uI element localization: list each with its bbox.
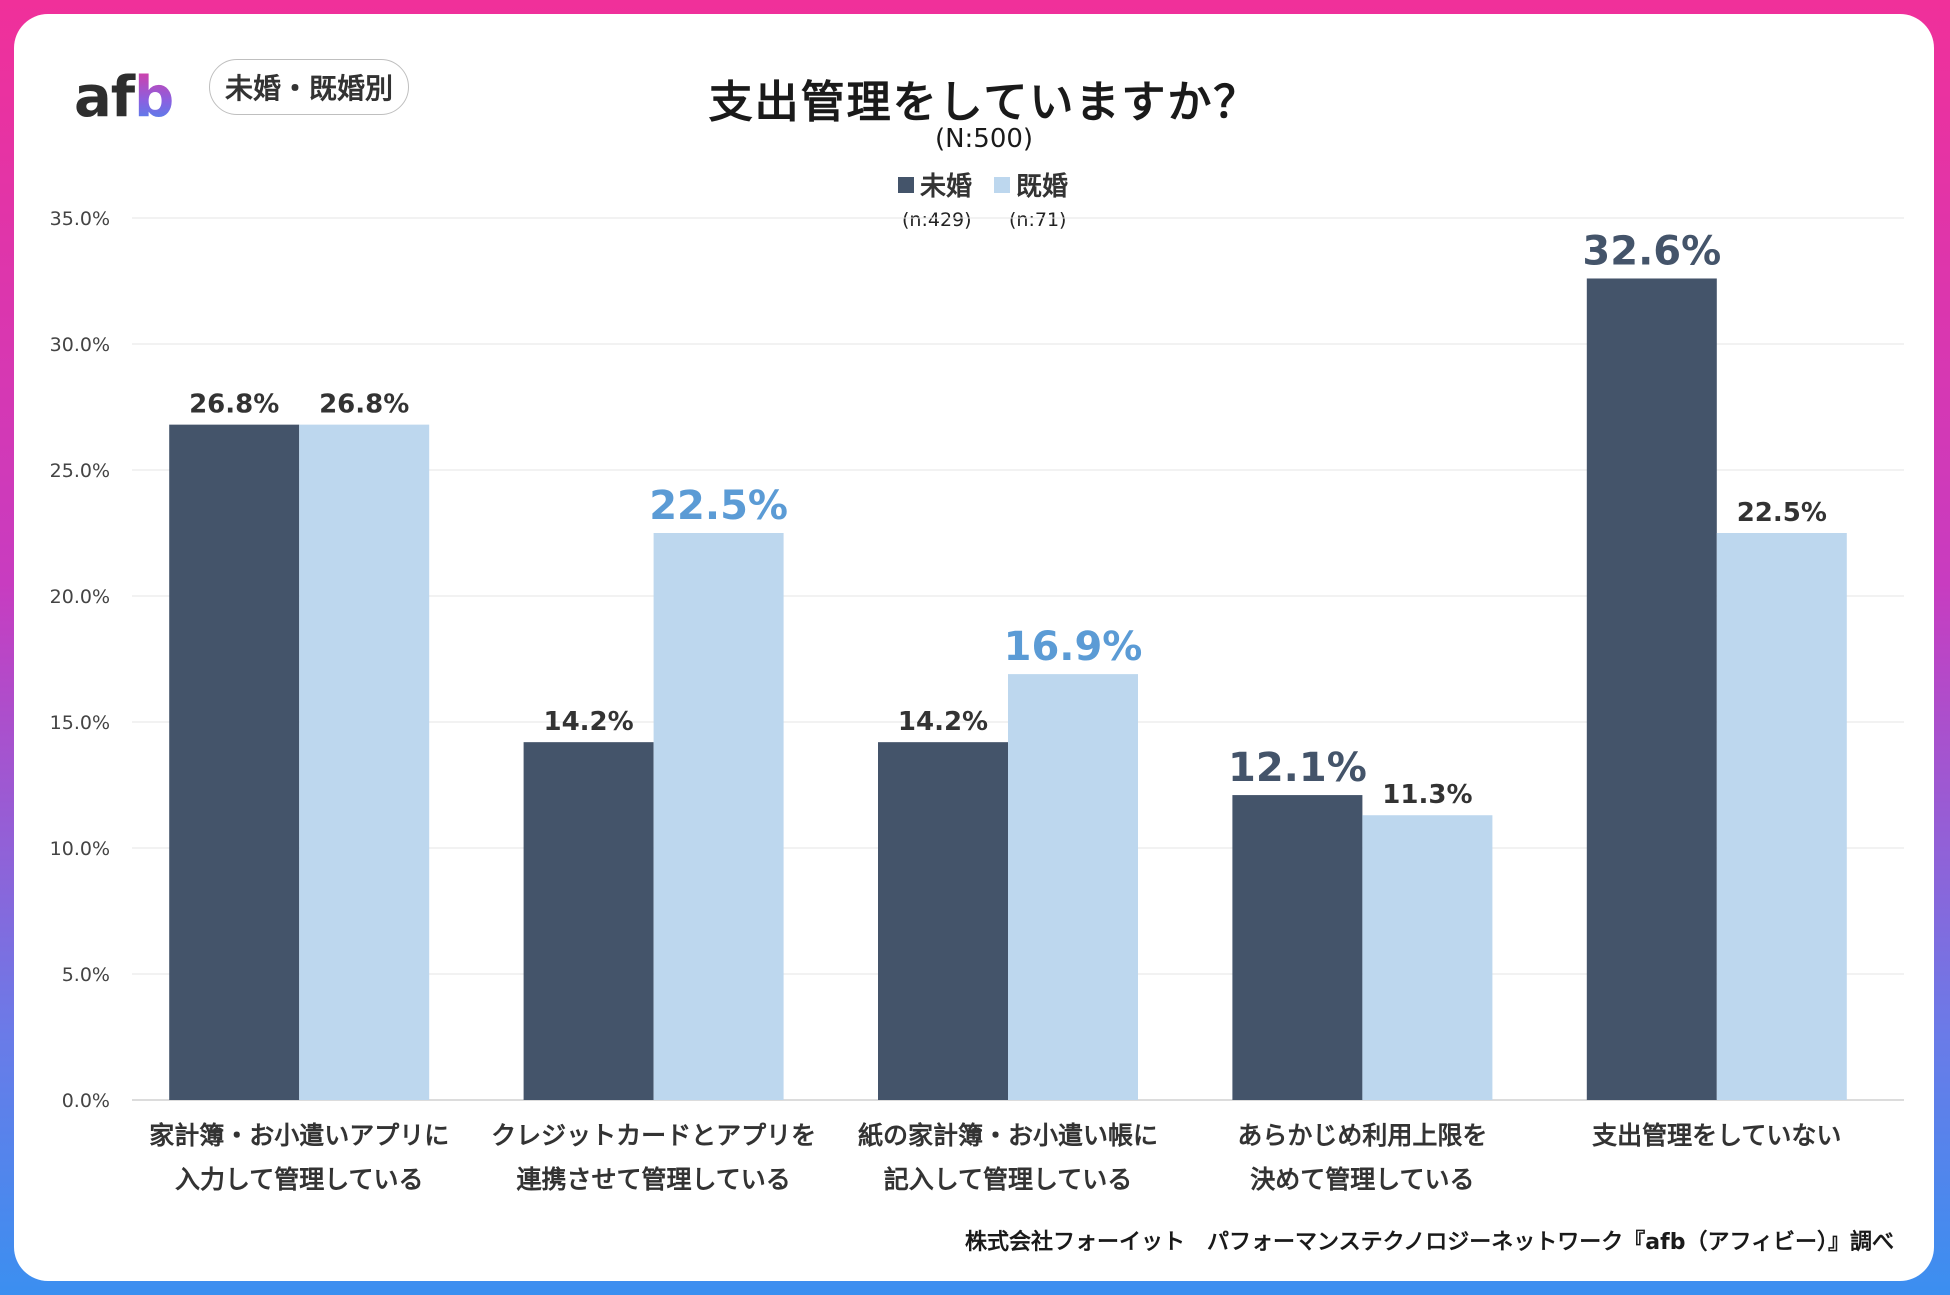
legend: 未婚 既婚 (n:429) (n:71) bbox=[14, 166, 1934, 236]
data-label: 14.2% bbox=[543, 707, 633, 737]
y-tick-label: 20.0% bbox=[50, 586, 110, 608]
x-category-label: あらかじめ利用上限を bbox=[1237, 1121, 1487, 1150]
bar-unmarried bbox=[1586, 278, 1717, 1101]
logo-letter-a: a bbox=[74, 65, 112, 130]
x-category-label: 入力して管理している bbox=[175, 1165, 424, 1194]
y-tick-label: 35.0% bbox=[50, 208, 110, 230]
y-tick-label: 25.0% bbox=[50, 460, 110, 482]
x-category-label: 決めて管理している bbox=[1250, 1165, 1474, 1194]
bar-unmarried bbox=[878, 742, 1008, 1100]
chart-card: afb 未婚・既婚別 支出管理をしていますか？ (N:500) 未婚 既婚 (n… bbox=[14, 14, 1934, 1281]
y-tick-label: 15.0% bbox=[50, 712, 110, 734]
data-label: 26.8% bbox=[319, 390, 409, 420]
sample-size: (N:500) bbox=[934, 124, 1034, 154]
bar-chart: 0.0% 5.0% 10.0% 15.0% 20.0% 25.0% 30.0% 35.0% 26… bbox=[50, 208, 1904, 1194]
bar-married bbox=[1716, 533, 1847, 1100]
bar-married bbox=[299, 424, 430, 1100]
x-category-label: 家計簿・お小遣いアプリに bbox=[149, 1121, 449, 1150]
data-label: 16.9% bbox=[1004, 624, 1143, 670]
y-tick-label: 0.0% bbox=[62, 1090, 110, 1112]
chart-title: 支出管理をしていますか？ bbox=[708, 77, 1260, 128]
data-label: 11.3% bbox=[1382, 780, 1472, 810]
legend-label-unmarried: 未婚 bbox=[920, 172, 973, 202]
data-label: 26.8% bbox=[189, 390, 279, 420]
x-category-label: 連携させて管理している bbox=[516, 1165, 790, 1194]
y-tick-label: 30.0% bbox=[50, 334, 110, 356]
y-tick-label: 10.0% bbox=[50, 838, 110, 860]
y-tick-label: 5.0% bbox=[62, 964, 110, 986]
bar-unmarried bbox=[523, 742, 654, 1100]
logo-letter-f: f bbox=[110, 65, 135, 130]
x-category-label: クレジットカードとアプリを bbox=[491, 1121, 816, 1150]
segment-badge: 未婚・既婚別 bbox=[209, 59, 409, 115]
legend-item-married: 既婚 bbox=[994, 166, 1068, 203]
bar-married bbox=[1008, 674, 1138, 1100]
x-category-label: 記入して管理している bbox=[884, 1165, 1133, 1194]
data-label: 22.5% bbox=[649, 483, 788, 529]
legend-label-married: 既婚 bbox=[1016, 172, 1069, 202]
legend-n-unmarried: (n:429) bbox=[902, 209, 972, 231]
source-credit: 株式会社フォーイット パフォーマンステクノロジーネットワーク『afb（アフィビー… bbox=[965, 1230, 1894, 1255]
legend-swatch-unmarried bbox=[898, 176, 914, 193]
legend-item-unmarried: 未婚 bbox=[898, 166, 972, 203]
data-label: 22.5% bbox=[1737, 498, 1827, 528]
data-label: 32.6% bbox=[1582, 228, 1721, 274]
bar-unmarried bbox=[169, 424, 300, 1100]
bar-married bbox=[653, 533, 784, 1100]
legend-swatch-married bbox=[994, 176, 1010, 193]
bar-unmarried bbox=[1232, 795, 1363, 1100]
logo-letter-b: b bbox=[134, 65, 174, 130]
data-label: 14.2% bbox=[898, 707, 988, 737]
x-category-label: 支出管理をしていない bbox=[1592, 1121, 1841, 1150]
x-category-label: 紙の家計簿・お小遣い帳に bbox=[858, 1121, 1158, 1150]
afb-logo: afb bbox=[74, 65, 174, 130]
bar-married bbox=[1362, 815, 1493, 1100]
legend-n-married: (n:71) bbox=[1009, 209, 1067, 231]
data-label: 12.1% bbox=[1228, 745, 1367, 791]
